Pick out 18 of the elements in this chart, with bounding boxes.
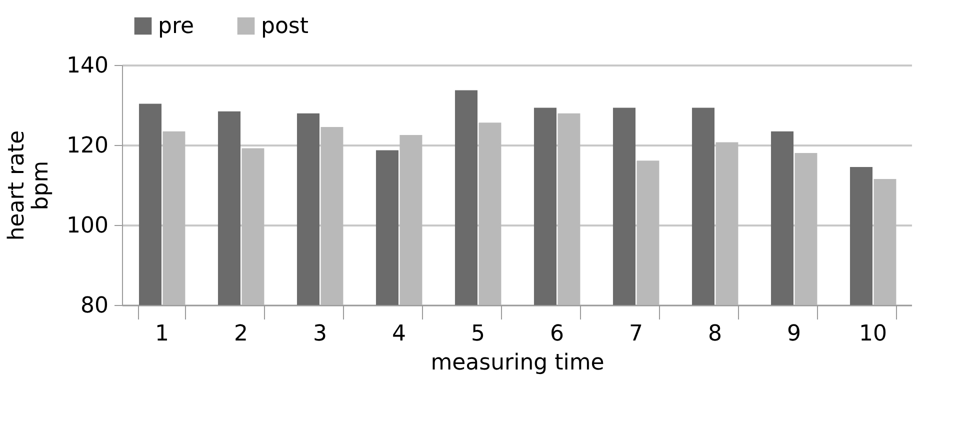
y-tick-label: 140 xyxy=(66,54,108,78)
x-tick-label: 5 xyxy=(471,322,485,346)
x-tick-label: 4 xyxy=(392,322,406,346)
x-tick-label: 6 xyxy=(550,322,564,346)
y-axis-title: heart rate bpm xyxy=(4,130,54,241)
x-tick-label: 3 xyxy=(313,322,327,346)
legend-label: pre xyxy=(158,14,194,39)
y-tick-label: 80 xyxy=(80,294,108,318)
x-tick-label: 2 xyxy=(234,322,248,346)
x-tick-label: 1 xyxy=(155,322,169,346)
x-tick-label: 7 xyxy=(629,322,643,346)
legend-label: post xyxy=(261,14,309,39)
y-tick-label: 120 xyxy=(66,134,108,158)
x-tick-label: 10 xyxy=(859,322,887,346)
x-axis-title: measuring time xyxy=(430,350,604,376)
x-tick-label: 9 xyxy=(787,322,801,346)
y-tick-label: 100 xyxy=(66,214,108,238)
x-tick-label: 8 xyxy=(708,322,722,346)
